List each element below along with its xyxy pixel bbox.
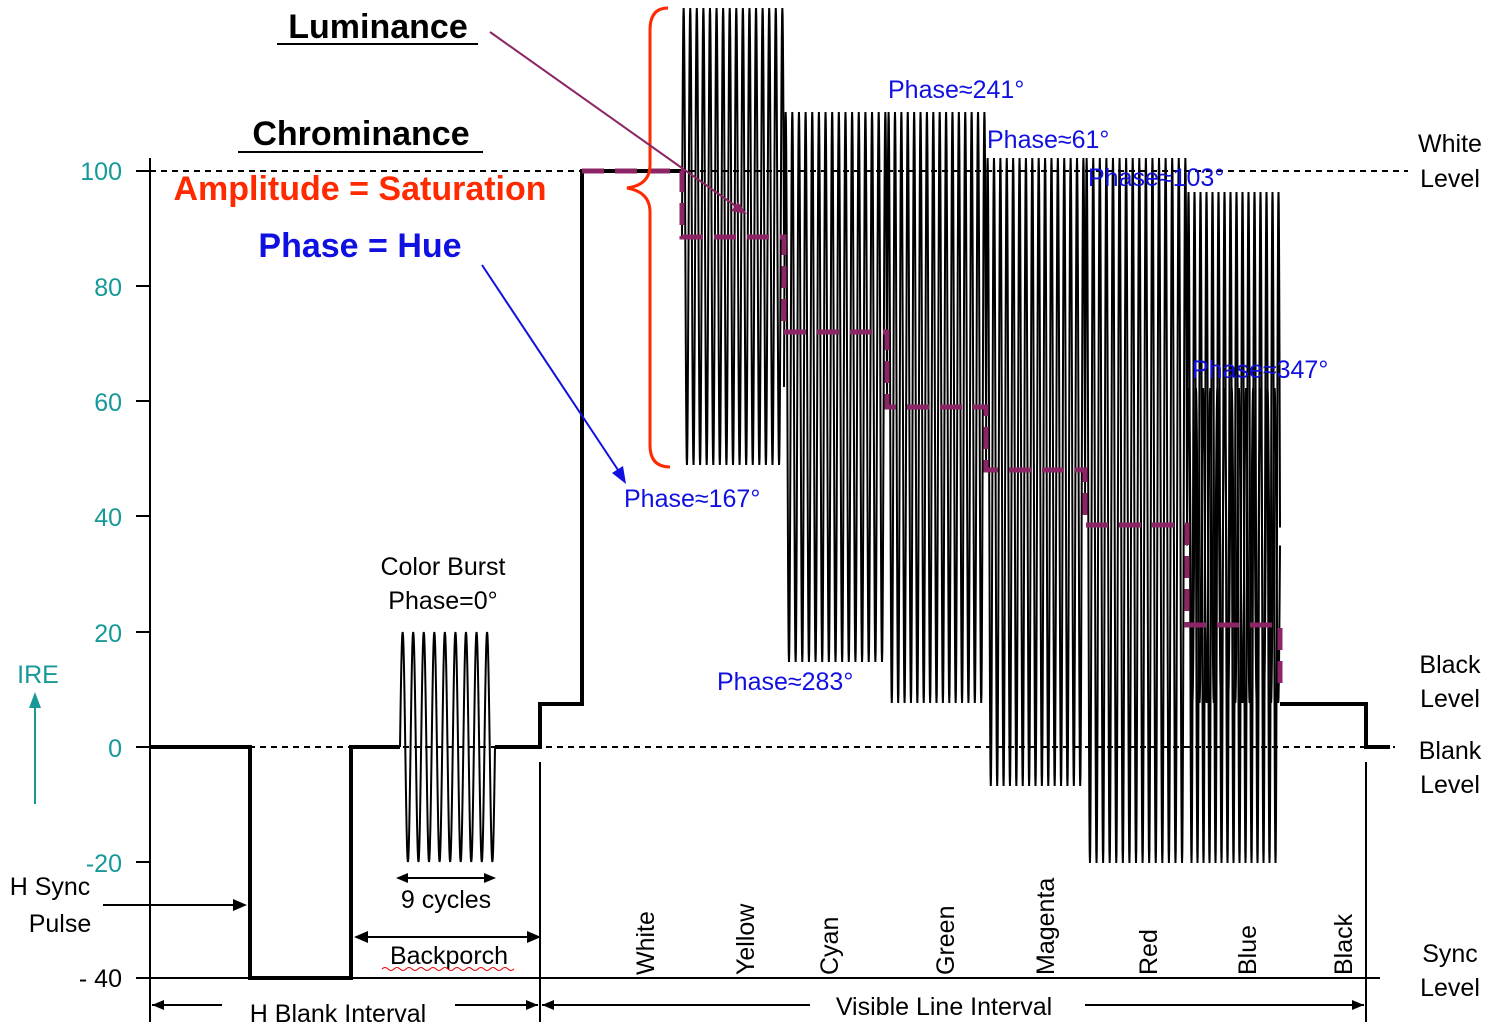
saturation-brace-icon <box>626 6 671 469</box>
black-level-label: Black <box>1419 651 1481 679</box>
bar-label: Blue <box>1234 925 1262 975</box>
phase-label: Phase≈283° <box>717 668 853 696</box>
phase-pointer-arrow-icon <box>612 466 626 484</box>
bar-label: White <box>632 911 660 975</box>
y-tick-label: - 40 <box>79 965 122 993</box>
sync-level-label: Sync <box>1422 940 1478 968</box>
visible-interval-label: Visible Line Interval <box>836 993 1052 1021</box>
green-bar-chroma-wave <box>985 157 1086 787</box>
hblank-interval-arrow-icon <box>152 1000 538 1010</box>
bar-label: Green <box>932 906 960 975</box>
y-tick-label: -20 <box>86 850 122 878</box>
chroma-waveforms <box>399 7 1281 864</box>
white-bar-chroma-wave <box>681 7 785 466</box>
white-level-label: White <box>1418 130 1482 158</box>
black-level-label: Level <box>1420 685 1480 713</box>
phase-label: Phase≈103° <box>1088 164 1224 192</box>
y-tick-label: 80 <box>94 274 122 302</box>
bar-label: Black <box>1330 913 1358 975</box>
yellow-bar-chroma-wave <box>783 111 888 663</box>
blank-level-label: Blank <box>1419 737 1482 765</box>
cycles-span-arrow-icon <box>396 873 496 883</box>
visible-interval-arrow-icon <box>542 1000 1364 1010</box>
y-tick-label: 60 <box>94 389 122 417</box>
phase-pointer-line <box>481 264 623 477</box>
black-level-tail-signal <box>1280 702 1390 749</box>
phase-hue-label: Phase = Hue <box>258 227 461 265</box>
sync-level-label: Level <box>1420 974 1480 1002</box>
hsync-pointer-arrow-icon <box>103 899 247 911</box>
chrominance-title: Chrominance <box>252 115 469 153</box>
bar-label: Magenta <box>1032 878 1060 975</box>
interval-boundaries <box>149 762 1367 1022</box>
amplitude-saturation-label: Amplitude = Saturation <box>173 170 546 208</box>
cyan-bar-chroma-wave <box>886 111 987 704</box>
white-level-label: Level <box>1420 165 1480 193</box>
hsync-label: Pulse <box>29 910 92 938</box>
backporch-span-arrow-icon <box>354 931 541 943</box>
y-tick-label: 40 <box>94 504 122 532</box>
luminance-pointer-line <box>489 31 745 213</box>
y-tick-label: 20 <box>94 620 122 648</box>
y-tick-label: 0 <box>108 735 122 763</box>
hsync-label: H Sync <box>10 873 91 901</box>
phase-label: Phase≈347° <box>1192 356 1328 384</box>
magenta-bar-chroma-wave <box>1084 157 1188 864</box>
y-tick-label: 100 <box>80 158 122 186</box>
color-burst-label: Color Burst <box>380 553 505 581</box>
blank-level-label: Level <box>1420 771 1480 799</box>
spellcheck-squiggle <box>381 967 515 971</box>
bar-label: Cyan <box>816 917 844 975</box>
color-burst-wave <box>399 631 496 863</box>
luminance-title: Luminance <box>288 8 467 46</box>
luminance-pointer-arrow-icon <box>731 202 747 214</box>
ire-up-arrow-icon <box>29 692 41 804</box>
blue-bar-chroma-wave <box>1186 387 1281 704</box>
color-burst-phase-label: Phase=0° <box>388 587 497 615</box>
phase-label: Phase≈61° <box>987 126 1109 154</box>
hblank-interval-label: H Blank Interval <box>250 1000 426 1028</box>
cycles-label: 9 cycles <box>401 886 491 914</box>
ire-unit-label: IRE <box>17 661 59 689</box>
sync-blanking-signal <box>150 745 400 980</box>
ire-axis <box>136 158 1380 1022</box>
backporch-label: Backporch <box>390 942 508 970</box>
phase-label: Phase≈167° <box>624 485 760 513</box>
luminance-staircase <box>582 168 1283 690</box>
bar-label: Yellow <box>732 903 760 975</box>
bar-label: Red <box>1135 929 1163 975</box>
phase-label: Phase≈241° <box>888 76 1024 104</box>
